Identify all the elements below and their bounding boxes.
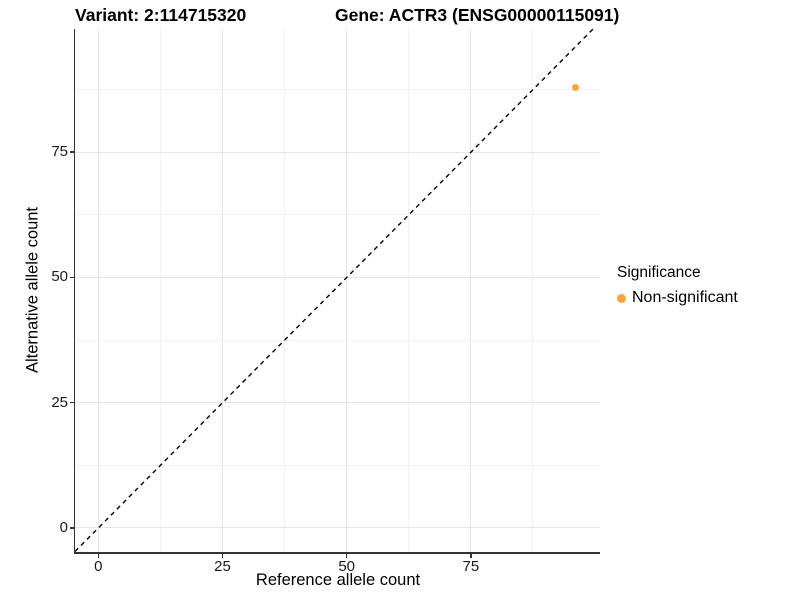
minor-gridline-vertical bbox=[159, 29, 161, 552]
x-tick-label: 75 bbox=[462, 558, 480, 575]
y-tick-label: 50 bbox=[51, 268, 68, 286]
y-tick-mark bbox=[69, 276, 74, 279]
x-tick-mark bbox=[221, 553, 224, 558]
y-tick-label: 25 bbox=[51, 393, 68, 411]
x-tick-mark bbox=[470, 553, 472, 558]
minor-gridline-vertical bbox=[284, 29, 286, 552]
data-point bbox=[571, 83, 579, 91]
legend-title: Significance bbox=[617, 264, 701, 281]
major-gridline-vertical bbox=[97, 29, 99, 552]
legend-items: Non-significant bbox=[617, 289, 738, 307]
identity-line bbox=[74, 28, 594, 552]
x-tick-label: 25 bbox=[214, 558, 231, 575]
x-tick-label: 0 bbox=[94, 558, 103, 575]
y-tick-label: 0 bbox=[59, 518, 68, 536]
legend-item-label: Non-significant bbox=[632, 289, 738, 306]
plot-panel bbox=[74, 28, 600, 552]
legend: Significance Non-significant bbox=[617, 264, 738, 307]
y-tick-mark bbox=[69, 151, 74, 153]
minor-gridline-horizontal bbox=[75, 214, 600, 216]
minor-gridline-horizontal bbox=[75, 339, 600, 341]
legend-item: Non-significant bbox=[617, 289, 738, 307]
x-axis-line bbox=[73, 552, 600, 554]
minor-gridline-horizontal bbox=[75, 89, 600, 91]
gene-title: Gene: ACTR3 (ENSG00000115091) bbox=[335, 5, 620, 25]
legend-point-swatch bbox=[617, 293, 626, 303]
variant-title: Variant: 2:114715320 bbox=[75, 5, 247, 25]
major-gridline-vertical bbox=[222, 29, 224, 552]
minor-gridline-vertical bbox=[408, 29, 410, 552]
plot-title: Variant: 2:114715320 Gene: ACTR3 (ENSG00… bbox=[75, 4, 800, 26]
y-tick-label: 75 bbox=[51, 143, 68, 161]
major-gridline-horizontal bbox=[75, 402, 600, 404]
minor-gridline-vertical bbox=[532, 29, 534, 552]
x-tick-mark bbox=[345, 553, 348, 558]
y-axis-title: Alternative allele count bbox=[23, 206, 42, 374]
x-tick-mark bbox=[97, 553, 100, 558]
major-gridline-horizontal bbox=[75, 151, 600, 153]
y-tick-mark bbox=[69, 401, 74, 404]
minor-gridline-horizontal bbox=[75, 464, 600, 466]
x-tick-label: 50 bbox=[338, 558, 356, 575]
major-gridline-vertical bbox=[470, 29, 472, 552]
major-gridline-horizontal bbox=[75, 527, 600, 529]
major-gridline-vertical bbox=[346, 29, 348, 552]
x-axis-title: Reference allele count bbox=[255, 571, 421, 589]
y-tick-mark bbox=[69, 527, 74, 529]
y-axis-line bbox=[73, 29, 75, 554]
major-gridline-horizontal bbox=[75, 276, 600, 278]
